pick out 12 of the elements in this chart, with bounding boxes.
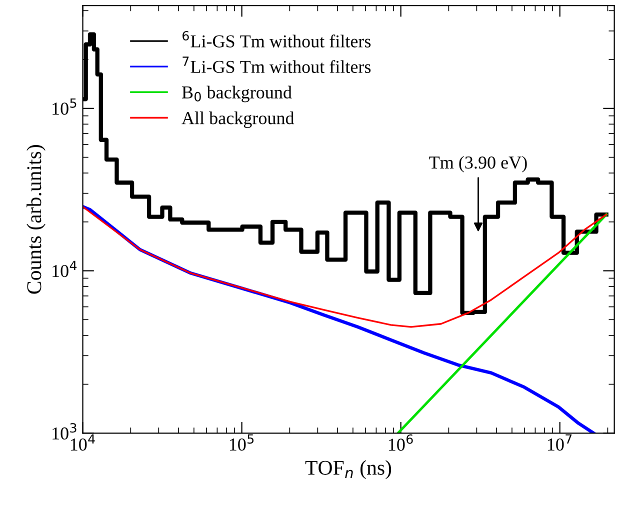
- annotation: Tm (3.90 eV): [429, 156, 527, 172]
- x-tick-label: 10$^{5}$: [230, 434, 254, 451]
- y-axis-title: Counts (arb.units): [26, 145, 46, 294]
- x-tick-label: 10$^{6}$: [388, 434, 413, 451]
- legend-label: B$_{0}$ background: [182, 86, 292, 102]
- legend-label: $^{6}$Li-GS Tm without filters: [182, 30, 371, 48]
- x-tick-label: 10$^{7}$: [548, 434, 572, 451]
- y-tick-label: 10$^{5}$: [52, 98, 76, 115]
- y-tick-label: 10$^{4}$: [52, 260, 77, 278]
- legend-label: $^{7}$Li-GS Tm without filters: [182, 56, 371, 73]
- legend-label: All background: [182, 112, 294, 128]
- x-axis-title: TOF$_{n}$ (ns): [305, 460, 392, 480]
